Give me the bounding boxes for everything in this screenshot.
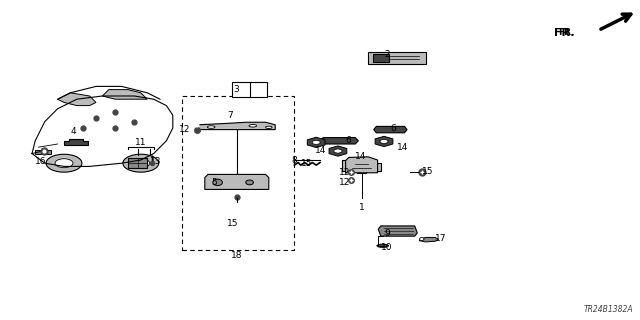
Text: 9: 9 <box>384 229 390 238</box>
Polygon shape <box>378 226 417 236</box>
Polygon shape <box>198 122 275 130</box>
Text: TR24B1382A: TR24B1382A <box>584 305 634 314</box>
Text: 12: 12 <box>339 168 351 177</box>
Text: 2: 2 <box>384 50 390 59</box>
Bar <box>372 53 389 61</box>
Ellipse shape <box>377 244 388 247</box>
Bar <box>232 82 268 97</box>
Bar <box>182 96 294 250</box>
Polygon shape <box>205 174 269 189</box>
Ellipse shape <box>266 126 272 129</box>
Text: 17: 17 <box>435 234 447 243</box>
Text: FR.: FR. <box>554 28 575 38</box>
Ellipse shape <box>249 124 257 127</box>
Text: 18: 18 <box>231 251 243 260</box>
Ellipse shape <box>420 237 424 241</box>
Text: 12: 12 <box>339 178 351 187</box>
Text: 13: 13 <box>150 157 162 166</box>
Text: 14: 14 <box>315 146 326 155</box>
Ellipse shape <box>246 180 253 185</box>
Text: 15: 15 <box>227 220 239 228</box>
Bar <box>368 52 426 64</box>
Text: 15: 15 <box>301 159 312 168</box>
Ellipse shape <box>212 179 223 186</box>
Circle shape <box>123 154 159 172</box>
Text: 11: 11 <box>135 138 147 147</box>
Polygon shape <box>419 237 438 242</box>
Text: 1: 1 <box>359 203 364 212</box>
Text: 5: 5 <box>211 178 217 187</box>
Text: 14: 14 <box>397 143 408 152</box>
Polygon shape <box>342 160 381 171</box>
Text: FR.: FR. <box>558 28 575 37</box>
Text: 6: 6 <box>346 136 351 145</box>
Text: 10: 10 <box>381 244 392 252</box>
Polygon shape <box>64 139 88 145</box>
Polygon shape <box>357 170 366 173</box>
Polygon shape <box>374 126 407 133</box>
Text: 14: 14 <box>355 152 367 161</box>
Polygon shape <box>346 157 378 173</box>
Text: 6: 6 <box>390 124 396 132</box>
Ellipse shape <box>207 126 215 128</box>
Text: 15: 15 <box>422 167 434 176</box>
Polygon shape <box>58 93 96 106</box>
Polygon shape <box>102 90 147 99</box>
Bar <box>128 158 147 168</box>
Circle shape <box>132 159 150 168</box>
Circle shape <box>46 154 82 172</box>
Circle shape <box>55 159 73 168</box>
Text: 3: 3 <box>234 85 239 94</box>
Text: 8: 8 <box>292 156 298 164</box>
Bar <box>35 150 51 154</box>
Text: 16: 16 <box>35 157 46 166</box>
Text: 4: 4 <box>71 127 76 136</box>
Polygon shape <box>320 138 358 144</box>
Text: 12: 12 <box>179 125 191 134</box>
Text: 7: 7 <box>227 111 233 120</box>
